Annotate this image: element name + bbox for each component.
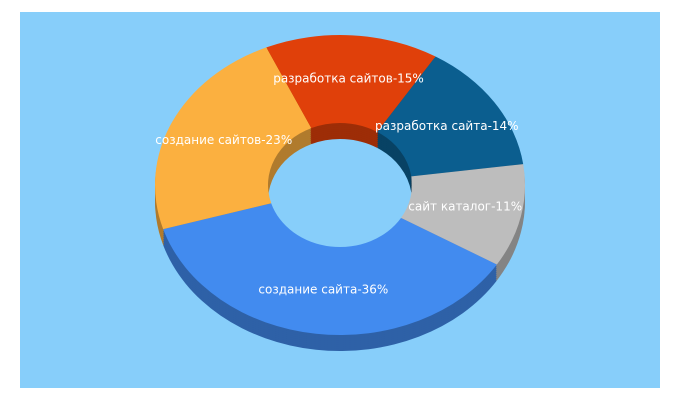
slice [154,47,312,230]
slice [401,164,525,265]
slice-label: разработка сайтов-15% [273,72,424,86]
slice [266,35,436,132]
slice [163,203,497,335]
slice-label: создание сайта-36% [258,283,388,297]
slice-label: сайт каталог-11% [408,200,522,214]
slice [377,56,524,177]
slice-label: создание сайтов-23% [155,133,292,147]
slice-label: разработка сайта-14% [375,119,519,133]
